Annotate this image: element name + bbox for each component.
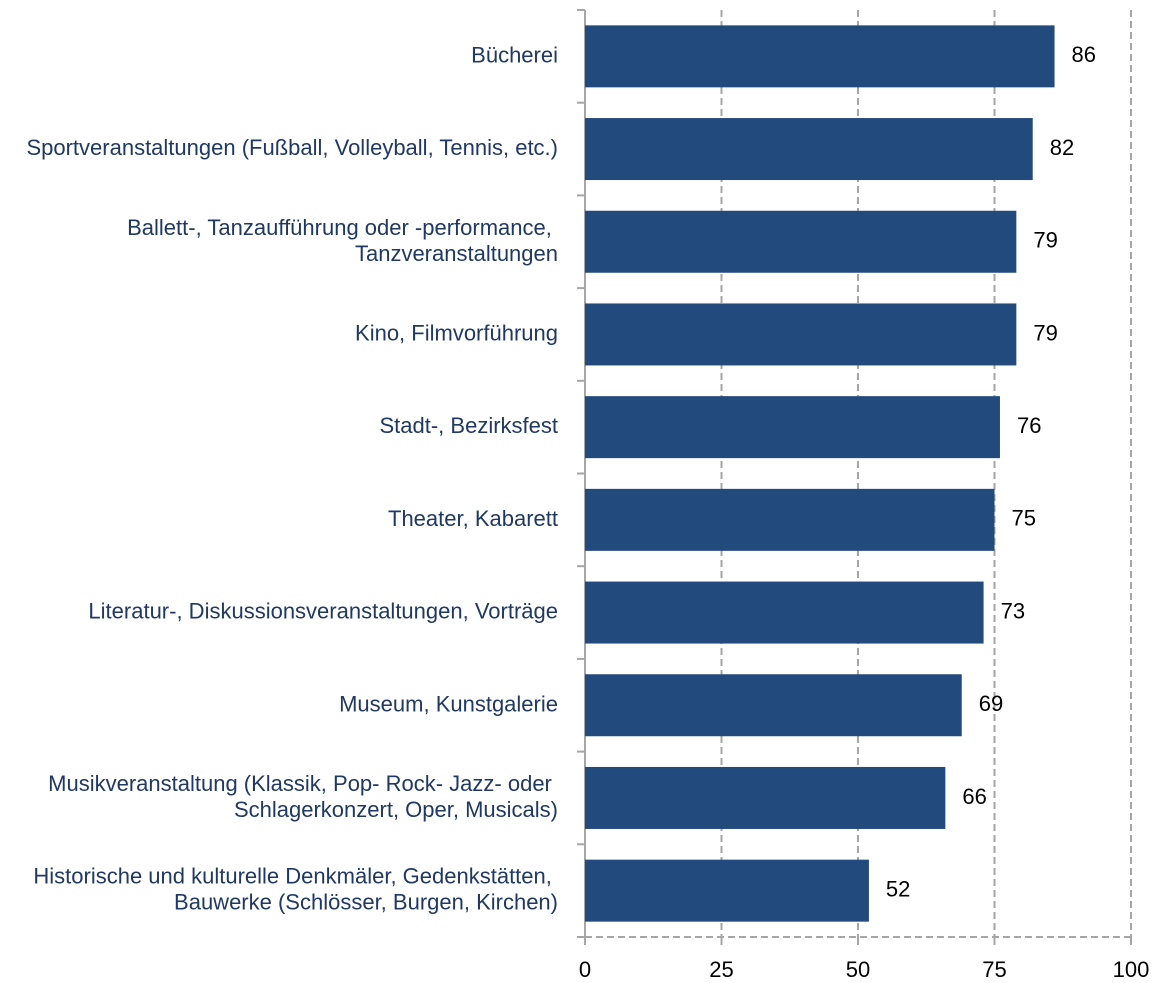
y-tick-label: Ballett-, Tanzaufführung oder -performan… bbox=[127, 215, 558, 266]
y-tick-label: Historische und kulturelle Denkmäler, Ge… bbox=[33, 863, 558, 914]
value-label: 69 bbox=[979, 691, 1003, 716]
bar bbox=[585, 859, 869, 922]
x-tick-label: 75 bbox=[982, 957, 1006, 982]
bar bbox=[585, 25, 1055, 88]
bar bbox=[585, 210, 1017, 273]
value-label: 66 bbox=[962, 784, 986, 809]
value-label: 82 bbox=[1050, 135, 1074, 160]
y-tick-label: Sportveranstaltungen (Fußball, Volleybal… bbox=[26, 135, 558, 160]
bar bbox=[585, 396, 1000, 459]
x-tick-label: 100 bbox=[1113, 957, 1150, 982]
bar bbox=[585, 488, 995, 551]
bar bbox=[585, 303, 1017, 366]
y-tick-label: Theater, Kabarett bbox=[388, 506, 558, 531]
value-label: 73 bbox=[1001, 598, 1025, 623]
x-tick-label: 0 bbox=[579, 957, 591, 982]
y-tick-label: Literatur-, Diskussionsveranstaltungen, … bbox=[88, 598, 558, 623]
y-tick-label: Stadt-, Bezirksfest bbox=[379, 413, 558, 438]
bar bbox=[585, 118, 1033, 181]
x-tick-label: 25 bbox=[709, 957, 733, 982]
y-tick-label: Bücherei bbox=[471, 42, 558, 67]
value-label: 52 bbox=[886, 876, 910, 901]
value-label: 75 bbox=[1012, 506, 1036, 531]
value-label: 86 bbox=[1072, 42, 1096, 67]
y-tick-label: Museum, Kunstgalerie bbox=[339, 691, 558, 716]
value-label: 79 bbox=[1033, 228, 1057, 253]
bar bbox=[585, 766, 946, 829]
y-tick-label: Kino, Filmvorführung bbox=[355, 320, 558, 345]
y-tick-label: Musikveranstaltung (Klassik, Pop- Rock- … bbox=[48, 771, 558, 822]
bar bbox=[585, 674, 962, 737]
x-tick-label: 50 bbox=[846, 957, 870, 982]
value-label: 79 bbox=[1033, 320, 1057, 345]
value-label: 76 bbox=[1017, 413, 1041, 438]
bar bbox=[585, 581, 984, 644]
